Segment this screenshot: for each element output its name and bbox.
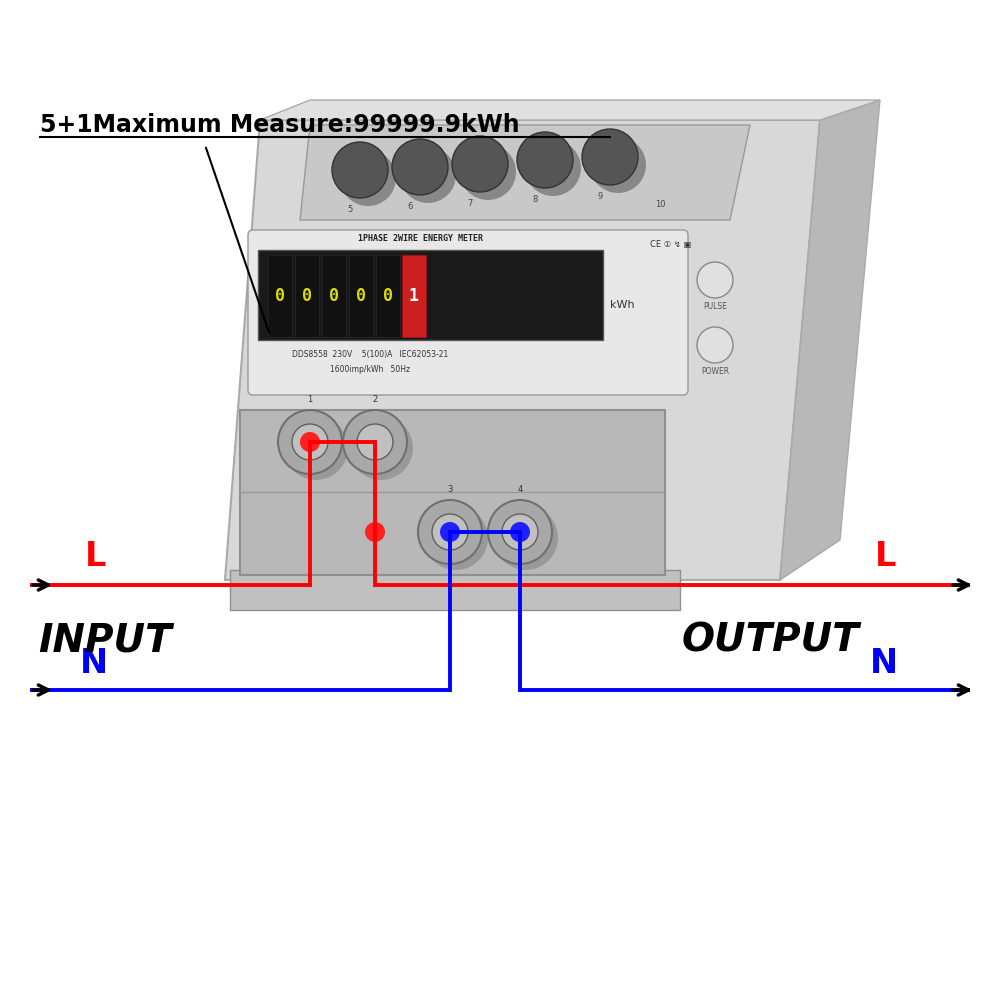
Text: 6: 6 bbox=[407, 202, 413, 211]
Text: 0: 0 bbox=[302, 287, 312, 305]
Circle shape bbox=[440, 522, 460, 542]
Bar bbox=[258, 250, 603, 340]
Text: 0: 0 bbox=[329, 287, 339, 305]
Circle shape bbox=[343, 410, 407, 474]
Polygon shape bbox=[230, 570, 680, 610]
Circle shape bbox=[292, 424, 328, 460]
Circle shape bbox=[488, 500, 552, 564]
Text: 8: 8 bbox=[532, 195, 538, 204]
Text: 7: 7 bbox=[467, 199, 473, 208]
Bar bbox=[402, 255, 426, 337]
Circle shape bbox=[525, 140, 581, 196]
Text: 3: 3 bbox=[447, 485, 453, 494]
Text: kWh: kWh bbox=[610, 300, 635, 310]
Circle shape bbox=[697, 262, 733, 298]
Bar bbox=[349, 255, 373, 337]
Text: DDS8558  230V    5(100)A   IEC62053-21: DDS8558 230V 5(100)A IEC62053-21 bbox=[292, 350, 448, 359]
Text: L: L bbox=[875, 540, 896, 573]
Circle shape bbox=[392, 139, 448, 195]
Circle shape bbox=[300, 432, 320, 452]
Text: N: N bbox=[80, 647, 108, 680]
Polygon shape bbox=[240, 410, 665, 575]
Circle shape bbox=[424, 506, 488, 570]
Circle shape bbox=[510, 522, 530, 542]
Circle shape bbox=[365, 522, 385, 542]
Circle shape bbox=[278, 410, 342, 474]
Text: 1: 1 bbox=[409, 287, 419, 305]
Bar bbox=[268, 255, 292, 337]
Circle shape bbox=[494, 506, 558, 570]
Circle shape bbox=[340, 150, 396, 206]
Text: CE ① ↯ ▣: CE ① ↯ ▣ bbox=[650, 240, 691, 249]
Circle shape bbox=[452, 136, 508, 192]
Text: 4: 4 bbox=[517, 485, 523, 494]
Circle shape bbox=[332, 142, 388, 198]
Circle shape bbox=[349, 416, 413, 480]
Circle shape bbox=[582, 129, 638, 185]
FancyBboxPatch shape bbox=[248, 230, 688, 395]
Circle shape bbox=[400, 147, 456, 203]
Text: N: N bbox=[870, 647, 898, 680]
Circle shape bbox=[590, 137, 646, 193]
Text: POWER: POWER bbox=[701, 367, 729, 376]
Circle shape bbox=[502, 514, 538, 550]
Text: OUTPUT: OUTPUT bbox=[681, 621, 859, 659]
Text: 0: 0 bbox=[383, 287, 393, 305]
Text: 9: 9 bbox=[597, 192, 603, 201]
Text: 5+1Maximum Measure:99999.9kWh: 5+1Maximum Measure:99999.9kWh bbox=[40, 113, 520, 137]
Text: 1PHASE 2WIRE ENERGY METER: 1PHASE 2WIRE ENERGY METER bbox=[358, 234, 482, 243]
Circle shape bbox=[432, 514, 468, 550]
Bar bbox=[376, 255, 400, 337]
Text: INPUT: INPUT bbox=[38, 621, 172, 659]
Circle shape bbox=[418, 500, 482, 564]
Text: 5: 5 bbox=[347, 205, 353, 214]
Polygon shape bbox=[300, 125, 750, 220]
Bar bbox=[295, 255, 319, 337]
Text: PULSE: PULSE bbox=[703, 302, 727, 311]
Text: 2: 2 bbox=[372, 395, 378, 404]
Text: 0: 0 bbox=[275, 287, 285, 305]
Text: L: L bbox=[85, 540, 106, 573]
Circle shape bbox=[517, 132, 573, 188]
Polygon shape bbox=[780, 100, 880, 580]
Polygon shape bbox=[225, 120, 820, 580]
Circle shape bbox=[284, 416, 348, 480]
Circle shape bbox=[697, 327, 733, 363]
Text: 1600imp/kWh   50Hz: 1600imp/kWh 50Hz bbox=[330, 365, 410, 374]
Text: 10: 10 bbox=[655, 200, 665, 209]
Polygon shape bbox=[260, 100, 880, 120]
Text: 0: 0 bbox=[356, 287, 366, 305]
Circle shape bbox=[357, 424, 393, 460]
Bar bbox=[322, 255, 346, 337]
Circle shape bbox=[460, 144, 516, 200]
Text: 1: 1 bbox=[307, 395, 313, 404]
